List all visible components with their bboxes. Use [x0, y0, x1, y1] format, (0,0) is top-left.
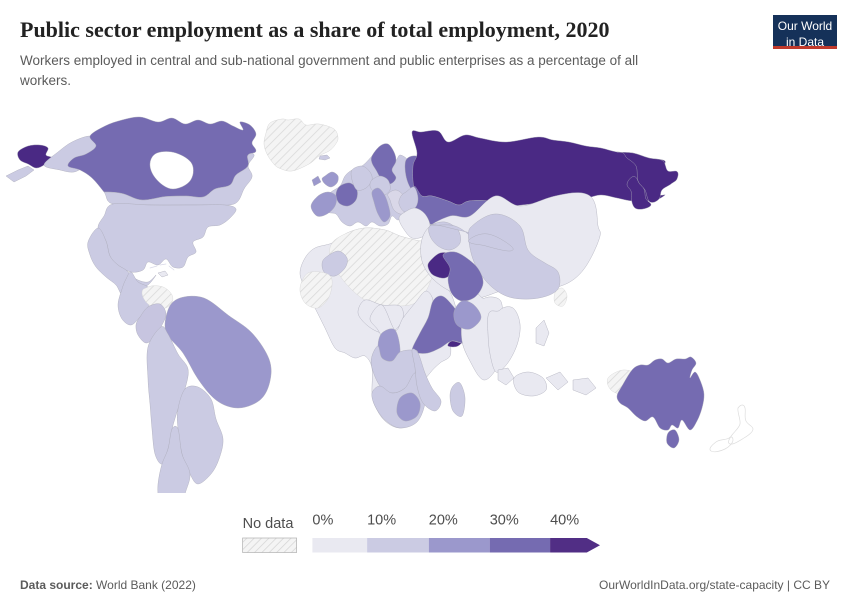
svg-text:30%: 30%: [490, 513, 519, 529]
svg-text:10%: 10%: [367, 513, 396, 529]
svg-text:20%: 20%: [429, 513, 458, 529]
svg-text:40%: 40%: [550, 513, 579, 529]
svg-text:No data: No data: [243, 516, 295, 532]
svg-text:0%: 0%: [312, 513, 333, 529]
